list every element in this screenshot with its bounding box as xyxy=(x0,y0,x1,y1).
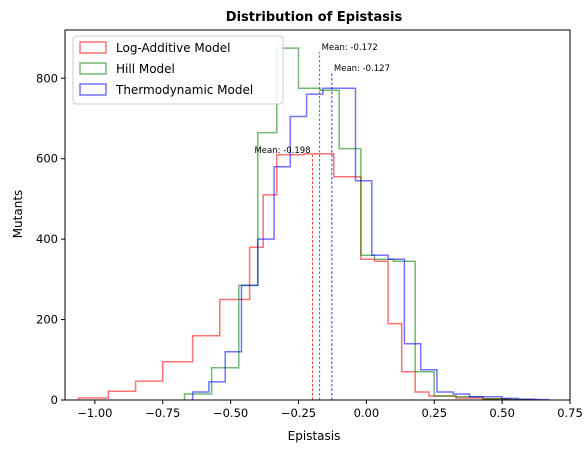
y-axis-label: Mutants xyxy=(11,190,25,239)
x-tick-label: −0.50 xyxy=(213,406,248,420)
legend-swatch-hill-model xyxy=(79,62,107,75)
plot-frame xyxy=(64,29,571,401)
y-tick-label: 400 xyxy=(36,232,58,246)
y-axis-ticks: 0 200 400 600 800 xyxy=(36,71,65,407)
y-tick-label: 0 xyxy=(51,393,58,407)
y-tick-label: 600 xyxy=(36,152,58,166)
legend-label-log-additive-model: Log-Additive Model xyxy=(116,41,230,55)
x-tick-label: 0.25 xyxy=(421,406,447,420)
mean-label-thermodynamic-model: Mean: -0.127 xyxy=(334,64,390,74)
x-tick-label: 0.75 xyxy=(557,406,583,420)
legend-swatch-log-additive-model xyxy=(79,41,107,54)
legend: Log-Additive Model Hill Model Thermodynami… xyxy=(72,35,284,105)
x-tick-label: −1.00 xyxy=(77,406,112,420)
legend-label-hill-model: Hill Model xyxy=(116,62,175,76)
mean-lines-layer: Mean: -0.198 Mean: -0.172 Mean: -0.127 xyxy=(254,43,390,400)
histogram-series-thermodynamic-model xyxy=(191,87,550,401)
x-tick-label: 0.50 xyxy=(489,406,515,420)
x-axis-ticks: −1.00 −0.75 −0.50 −0.25 0.00 0.25 0.50 0.75 xyxy=(77,400,583,420)
histogram-series-layer xyxy=(77,47,550,401)
legend-swatch-thermodynamic-model xyxy=(79,83,107,96)
x-tick-label: 0.00 xyxy=(354,406,380,420)
legend-frame xyxy=(72,35,284,105)
legend-label-thermodynamic-model: Thermodynamic Model xyxy=(115,83,253,97)
x-axis-label: Epistasis xyxy=(288,429,341,443)
mean-label-log-additive-model: Mean: -0.198 xyxy=(254,146,310,156)
y-tick-label: 200 xyxy=(36,313,58,327)
x-tick-label: −0.25 xyxy=(281,406,316,420)
mean-label-hill-model: Mean: -0.172 xyxy=(322,43,378,53)
histogram-series-log-additive-model xyxy=(77,153,539,401)
y-tick-label: 800 xyxy=(36,71,58,85)
chart-title: Distribution of Epistasis xyxy=(226,10,403,25)
x-tick-label: −0.75 xyxy=(145,406,180,420)
